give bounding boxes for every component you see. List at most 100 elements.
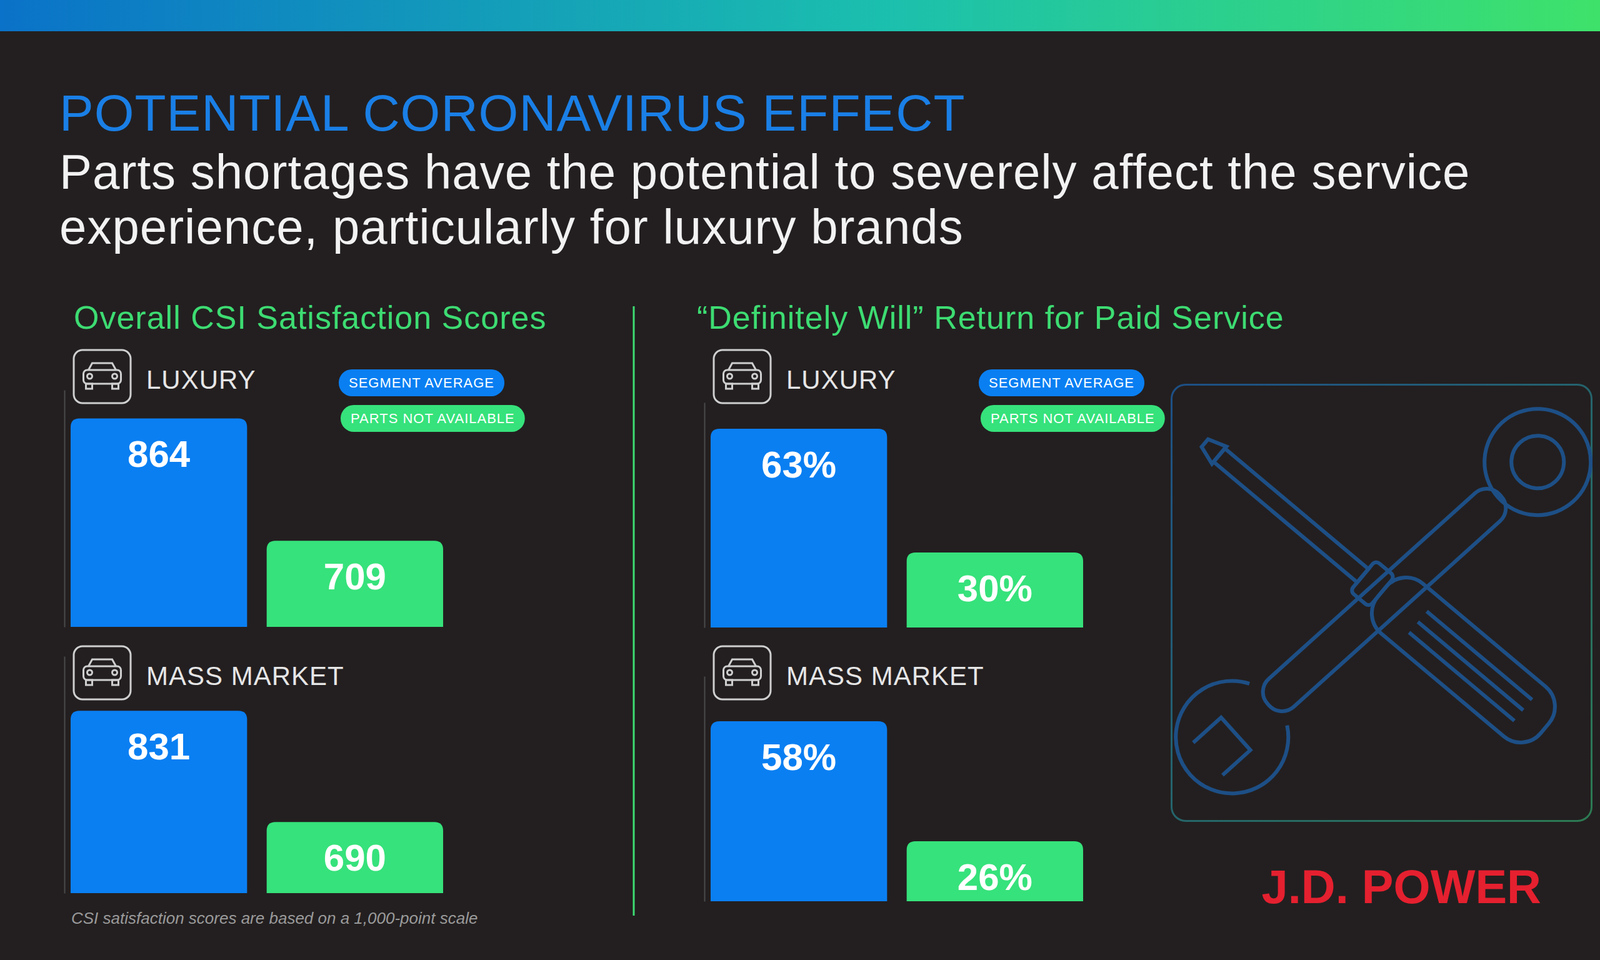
data-label: 63% [761,443,837,486]
legend-label: PARTS NOT AVAILABLE [990,410,1155,427]
title-line: experience, particularly for luxury bran… [59,199,964,255]
data-label: 864 [127,433,191,475]
data-label: 58% [761,736,837,779]
chart-title: LUXURY [146,365,257,395]
car-light [112,670,118,675]
car-light [727,373,733,379]
legend-swatch [340,405,525,432]
car-light [87,670,93,675]
bars [710,428,1084,628]
car-roof [88,659,117,667]
title: Parts shortages have the potential to se… [59,144,1470,255]
legend-item: PARTS NOT AVAILABLE [980,405,1165,432]
panel-title: “Definitely Will” Return for Paid Servic… [696,299,1285,336]
wrench-handle [1255,481,1514,719]
data-labels: 864 709 [127,433,387,598]
wrench [1170,384,1593,817]
bar [70,710,247,894]
kicker: POTENTIAL CORONAVIRUS EFFECT [59,84,965,142]
icon-frame [73,350,131,404]
chart-title: MASS MARKET [786,661,985,691]
y-axis-line [64,390,66,628]
data-label: 690 [323,836,387,879]
legend: SEGMENT AVERAGE PARTS NOT AVAILABLE [978,369,1165,432]
wrench-ring [1462,386,1593,537]
data-labels: 58%26% [761,736,1033,899]
background [0,0,1600,960]
chart-title: MASS MARKET [146,661,345,691]
car-icon [73,646,131,700]
car-wheel [112,680,119,685]
legend-item: PARTS NOT AVAILABLE [340,405,525,432]
footnote: CSI satisfaction scores are based on a 1… [71,908,478,928]
legend-swatch [978,369,1145,397]
screwdriver-groove [1408,632,1515,721]
bar [266,540,444,627]
chart: LUXURY 63%30% SEGMENT AVERAGE PARTS NOT AVA… [705,365,1165,629]
screwdriver [1183,418,1566,754]
title-line: Parts shortages have the potential to se… [59,144,1470,200]
tools-illustration [1170,383,1593,822]
y-axis [704,403,705,629]
chart: LUXURY 864 709 SEGMENT AVERAGE PARTS NOT AVA… [65,365,525,628]
infographic: POTENTIAL CORONAVIRUS EFFECTParts shorta… [0,0,1600,960]
car-body [83,370,122,384]
bars [710,721,1084,902]
car-wheel [86,680,93,685]
data-labels: 831690 [127,725,387,879]
car-roof [728,363,757,370]
top-stripe [0,0,1600,32]
car-wheel [752,680,759,685]
y-axis-line [704,403,706,629]
wrench-ring-inner [1500,425,1575,500]
screwdriver-groove [1418,621,1524,710]
car-body [83,666,122,680]
icon-frame [713,350,771,404]
data-labels: 63%30% [761,443,1033,610]
legend-item: SEGMENT AVERAGE [338,369,505,397]
y-axis-line [64,656,66,894]
legend-label: SEGMENT AVERAGE [988,375,1135,391]
screwdriver-groove [1426,611,1533,700]
screwdriver-handle [1361,566,1566,754]
car-light [112,373,118,379]
car-icon [73,350,131,404]
brand: J.D. POWER [1261,860,1542,914]
bar [906,552,1084,628]
chart-title: LUXURY [786,365,897,395]
legend-item: SEGMENT AVERAGE [978,369,1145,397]
y-axis [704,676,705,902]
tools-frame [1170,383,1593,822]
y-axis-line [704,676,706,902]
screwdriver-shaft [1213,448,1369,583]
car-wheel [86,383,93,389]
car-light [752,670,758,675]
car-roof [88,363,117,370]
icon-frame [73,646,131,700]
bar [266,821,444,894]
car-icon [713,350,771,404]
panel-title: Overall CSI Satisfaction Scores [73,299,547,336]
car-wheel [752,383,759,389]
legend-swatch [338,369,505,397]
car-light [727,670,733,675]
car-body [723,370,762,384]
wrench-jaw [1193,717,1250,775]
bar [906,841,1084,902]
divider [633,306,635,916]
wrench-group [1170,384,1593,817]
car-light [87,373,93,379]
chart: MASS MARKET 831690 [65,656,444,894]
bars [70,710,444,894]
wrench-head [1170,662,1306,817]
legend-swatch [980,405,1165,432]
data-label: 709 [323,555,387,598]
y-axis [64,390,65,628]
car-wheel [112,383,119,389]
car-wheel [726,680,733,685]
bar [710,428,887,628]
car-roof [728,659,757,667]
bars [70,418,444,627]
legend-label: PARTS NOT AVAILABLE [350,410,515,427]
bar [710,721,887,902]
